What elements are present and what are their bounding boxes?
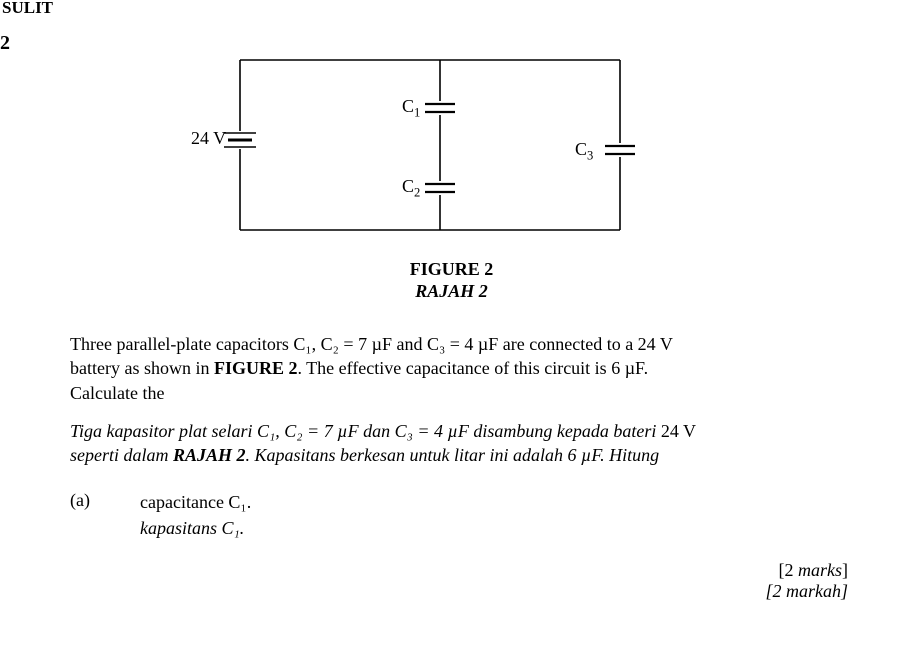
en-line2-pre: battery as shown in	[70, 358, 214, 378]
battery-label: 24 V	[191, 128, 226, 149]
en-line2-post: . The effective capacitance of this circ…	[298, 358, 649, 378]
c3-sub: 3	[587, 149, 593, 163]
c2-label: C2	[402, 176, 420, 201]
en-line2-figref: FIGURE 2	[214, 358, 298, 378]
figure-caption-en: FIGURE 2	[0, 259, 903, 280]
header-cut: SULIT	[2, 0, 53, 18]
c2-sub: 2	[414, 186, 420, 200]
c3-label: C3	[575, 139, 593, 164]
question-number: 2	[0, 32, 10, 55]
en-line3: Calculate the	[70, 383, 164, 403]
circuit-diagram	[80, 0, 680, 260]
c1-label: C1	[402, 96, 420, 121]
part-a-ms: kapasitans C₁.	[140, 516, 244, 540]
page: SULIT 2	[0, 0, 903, 650]
c1-sub: 1	[414, 106, 420, 120]
ms-line2-pre: seperti dalam	[70, 445, 173, 465]
problem-text-en: Three parallel-plate capacitors C₁, C₂ =…	[70, 332, 852, 405]
ms-line1-24v: 24 V	[661, 421, 696, 441]
c3-prefix: C	[575, 139, 587, 159]
part-a-label: (a)	[70, 490, 90, 511]
part-a-marks-ms: [2 markah]	[765, 581, 848, 602]
en-line1: Three parallel-plate capacitors C₁, C₂ =…	[70, 334, 673, 354]
figure-caption-ms: RAJAH 2	[0, 281, 903, 302]
ms-line1-pre: Tiga kapasitor plat selari C₁, C₂ = 7 µF…	[70, 421, 661, 441]
part-a-en: capacitance C₁.	[140, 490, 251, 514]
ms-line2-figref: RAJAH 2	[173, 445, 246, 465]
marks-block: [2 marks] [2 markah]	[765, 560, 848, 602]
part-a-marks-en: [2 marks]	[765, 560, 848, 581]
c2-prefix: C	[402, 176, 414, 196]
ms-line2-post: . Kapasitans berkesan untuk litar ini ad…	[246, 445, 660, 465]
c1-prefix: C	[402, 96, 414, 116]
problem-text-ms: Tiga kapasitor plat selari C₁, C₂ = 7 µF…	[70, 419, 852, 468]
